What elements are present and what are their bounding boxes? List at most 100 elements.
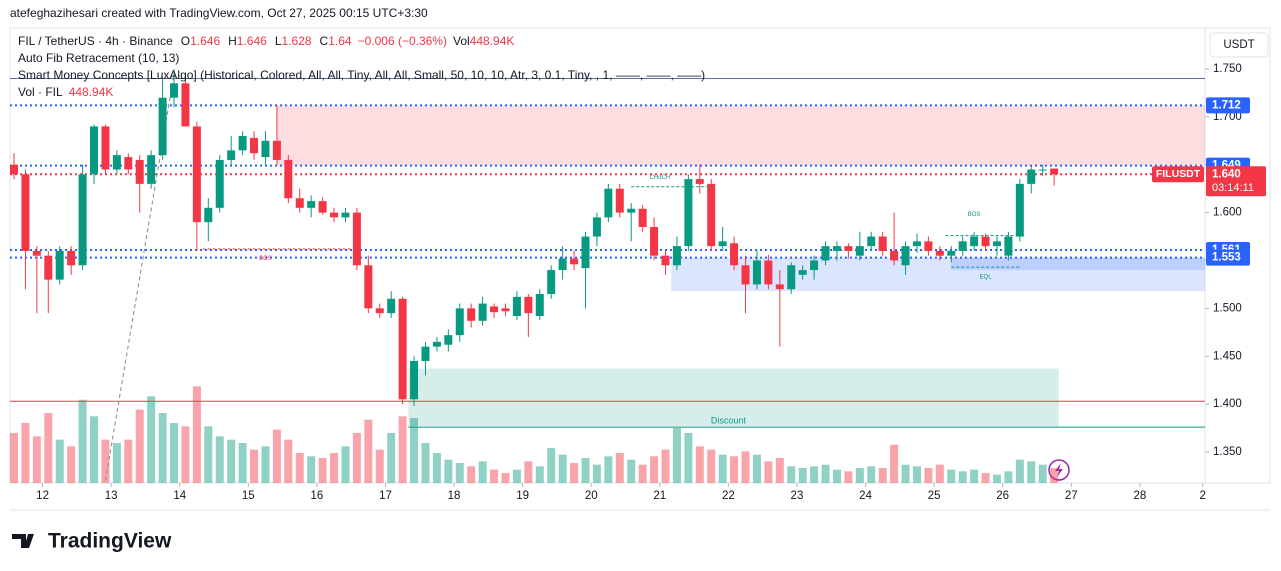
volume-bar [787, 466, 796, 483]
volume-bar [341, 446, 350, 483]
ohlc-name: O [181, 34, 190, 48]
candle-body [398, 298, 407, 400]
volume-bar [398, 416, 407, 483]
candle-body [272, 140, 281, 160]
candle-body [90, 126, 99, 175]
candle-body [810, 260, 819, 271]
volume-bar [352, 433, 361, 483]
volume-indicator-value: 448.94K [69, 85, 114, 99]
volume-bar [44, 413, 53, 483]
candle-body [581, 236, 590, 269]
currency[interactable]: USDT [1223, 39, 1254, 51]
volume-bar [55, 439, 64, 483]
volume-bar [170, 423, 179, 483]
volume-bar [1027, 461, 1036, 483]
candle-body [55, 250, 64, 280]
candle-body [352, 212, 361, 266]
volume-bar [421, 443, 430, 483]
volume-bar [581, 458, 590, 483]
candle-body [147, 155, 156, 184]
candle-body [318, 201, 327, 213]
candle-body [238, 136, 247, 151]
volume-bar [512, 469, 521, 483]
annotation: BOS [968, 212, 981, 218]
candle-body [672, 246, 681, 266]
volume-bar [375, 449, 384, 483]
volume-bar [672, 428, 681, 483]
volume-bar [215, 436, 224, 483]
annotation: EQL [980, 274, 993, 280]
y-tick-label: 1.400 [1213, 398, 1242, 410]
y-tick-label: 1.350 [1213, 446, 1242, 458]
candle-body [135, 159, 144, 184]
candle-body [227, 150, 236, 160]
candle-body [261, 140, 270, 158]
candle-body [844, 246, 853, 251]
volume-bar [535, 466, 544, 483]
candle-body [1050, 168, 1059, 175]
countdown: 03:14:11 [1212, 182, 1254, 194]
candle-body [215, 159, 224, 208]
volume-bar [1015, 459, 1024, 483]
candle-body [341, 212, 350, 218]
brand: TradingView [48, 530, 172, 553]
candle-body [558, 258, 567, 271]
volume-bar [192, 386, 201, 483]
volume-bar [295, 453, 304, 483]
x-tick-label: 2 [1200, 490, 1206, 502]
volume-bar [570, 463, 579, 483]
candle-body [112, 155, 121, 170]
volume-bar [741, 451, 750, 483]
candle-body [798, 270, 807, 275]
x-tick-label: 19 [516, 490, 529, 502]
candle-body [924, 241, 933, 251]
y-tick-label: 1.700 [1213, 111, 1242, 123]
change: −0.006 (−0.36%) [358, 34, 447, 48]
candle-body [284, 159, 293, 199]
candle-body [570, 258, 579, 265]
volume-bar [318, 458, 327, 483]
candle-body [832, 246, 841, 251]
x-tick-label: 20 [585, 490, 598, 502]
candle-body [250, 137, 259, 154]
volume-bar [467, 466, 476, 483]
price-tag [1206, 166, 1266, 197]
volume-bar [810, 466, 819, 483]
volume-bar [387, 433, 396, 483]
volume-bar [307, 456, 316, 483]
candle-body [695, 179, 704, 184]
candle-body [615, 188, 624, 213]
symbol-tag-label: FILUSDT [1156, 168, 1201, 180]
candle-body [764, 260, 773, 285]
volume-bar [718, 454, 727, 483]
candle-body [627, 208, 636, 213]
candle-body [364, 265, 373, 309]
volume-bar [832, 469, 841, 483]
volume-indicator-name: Vol · FIL [18, 85, 63, 99]
candle-body [410, 361, 419, 400]
x-tick-label: 15 [242, 490, 255, 502]
candle-body [741, 265, 750, 285]
x-tick-label: 21 [653, 490, 666, 502]
candle-body [490, 306, 499, 313]
volume-bar [798, 468, 807, 483]
volume-bar [935, 464, 944, 483]
volume-bar [592, 464, 601, 483]
x-tick-label: 27 [1065, 490, 1078, 502]
candle-body [855, 246, 864, 256]
candle-body [501, 308, 510, 312]
volume-bar [1050, 468, 1059, 483]
volume-bar [67, 446, 76, 483]
candle-body [170, 83, 179, 98]
volume-bar [970, 469, 979, 483]
volume-bar [1004, 471, 1013, 483]
candle-body [444, 335, 453, 345]
candle-body [21, 174, 30, 251]
candle-body [775, 284, 784, 290]
currency-button[interactable] [1209, 32, 1269, 58]
volume-bar [901, 464, 910, 483]
candle-body [204, 207, 213, 223]
candle-body [547, 270, 556, 294]
volume-bar [227, 439, 236, 483]
volume-legend: Vol · FIL 448.94K [18, 85, 113, 99]
